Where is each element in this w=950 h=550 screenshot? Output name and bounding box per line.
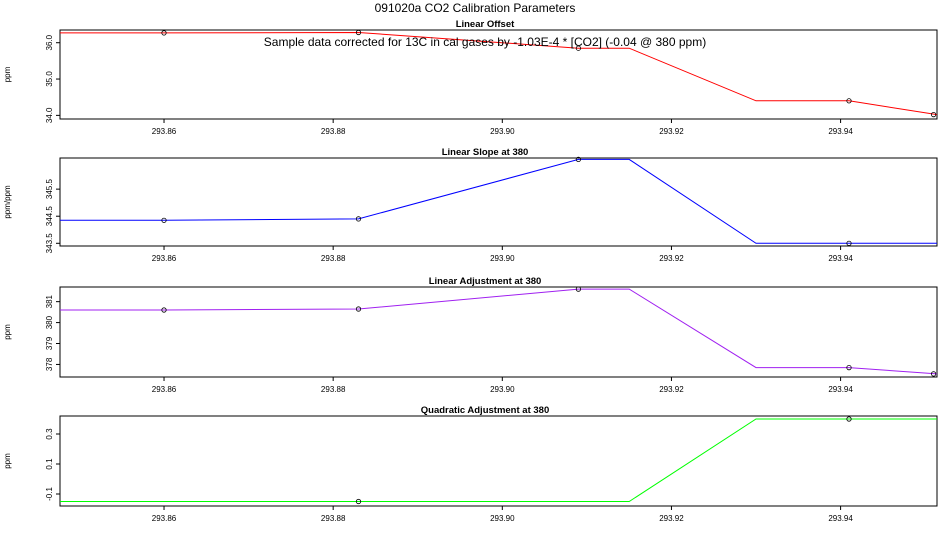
y-tick-label: 343.5	[45, 233, 54, 254]
x-tick-label: 293.90	[490, 254, 515, 263]
series-line	[60, 31, 938, 116]
x-tick-label: 293.88	[321, 254, 346, 263]
x-tick-label: 293.90	[490, 385, 515, 394]
panel-title: Quadratic Adjustment at 380	[421, 405, 549, 416]
data-point	[846, 364, 852, 371]
figure-title: 091020a CO2 Calibration Parameters	[375, 1, 576, 15]
panel-3: Linear Adjustment at 380 293.86 293.88 293.…	[3, 276, 938, 394]
x-tick-label: 293.86	[152, 127, 177, 136]
plot-frame	[59, 286, 938, 378]
data-point	[846, 416, 852, 422]
panel-4: Quadratic Adjustment at 380 293.86 293.88 2…	[3, 405, 938, 523]
x-tick-label: 293.92	[659, 254, 684, 263]
x-tick-label: 293.90	[490, 127, 515, 136]
panel-title: Linear Slope at 380	[442, 147, 529, 158]
data-point	[846, 240, 852, 246]
y-tick-label: 34.0	[45, 107, 54, 123]
y-tick-label: 379	[45, 336, 54, 350]
data-point	[355, 216, 362, 222]
x-tick-label: 293.94	[828, 514, 853, 523]
data-point	[161, 217, 167, 223]
data-point	[575, 286, 582, 292]
y-tick-label: 344.5	[45, 206, 54, 227]
x-tick-label: 293.88	[321, 385, 346, 394]
plot-frame	[59, 157, 938, 247]
x-tick-label: 293.90	[490, 514, 515, 523]
x-tick-label: 293.88	[321, 127, 346, 136]
data-point	[355, 306, 362, 312]
data-point	[161, 307, 167, 313]
data-point	[930, 371, 937, 377]
y-axis-label: ppm	[3, 66, 12, 82]
x-tick-label: 293.92	[659, 127, 684, 136]
panels-group: Linear Offset 293.86 293.88 293.90 293.92 293…	[3, 19, 938, 523]
panel-title: Linear Adjustment at 380	[429, 276, 542, 287]
data-point	[161, 30, 167, 36]
y-axis-label: ppm	[3, 324, 12, 340]
panel-1: Linear Offset 293.86 293.88 293.90 293.92 293…	[3, 19, 938, 136]
series-line	[60, 418, 937, 502]
x-tick-label: 293.86	[152, 514, 177, 523]
y-tick-label: 345.5	[45, 179, 54, 200]
data-point	[355, 29, 362, 36]
x-tick-label: 293.92	[659, 514, 684, 523]
panel-2: Linear Slope at 380 293.86 293.88 293.90 293…	[3, 147, 938, 263]
x-tick-label: 293.86	[152, 385, 177, 394]
plot-frame	[59, 29, 938, 120]
y-tick-label: 36.0	[45, 34, 54, 50]
y-tick-label: 378	[45, 357, 54, 371]
y-tick-label: 380	[45, 315, 54, 329]
data-point	[575, 156, 582, 162]
plot-frame	[59, 415, 938, 507]
x-tick-label: 293.94	[828, 254, 853, 263]
data-point	[575, 45, 582, 51]
y-tick-label: 0.3	[45, 428, 54, 440]
x-tick-label: 293.94	[828, 385, 853, 394]
correction-note: Sample data corrected for 13C in cal gas…	[264, 35, 706, 49]
series-line	[60, 288, 938, 375]
data-point	[846, 98, 852, 104]
x-tick-label: 293.86	[152, 254, 177, 263]
y-axis-label: ppm/ppm	[3, 185, 12, 219]
y-tick-label: -0.1	[45, 487, 54, 501]
x-tick-label: 293.94	[828, 127, 853, 136]
series-line	[60, 158, 937, 244]
data-point	[355, 498, 362, 505]
y-tick-label: 0.1	[45, 458, 54, 470]
x-tick-label: 293.92	[659, 385, 684, 394]
y-tick-label: 381	[45, 294, 54, 308]
x-tick-label: 293.88	[321, 514, 346, 523]
y-tick-label: 35.0	[45, 71, 54, 87]
panel-title: Linear Offset	[456, 19, 515, 30]
y-axis-label: ppm	[3, 453, 12, 469]
data-point	[930, 112, 937, 118]
